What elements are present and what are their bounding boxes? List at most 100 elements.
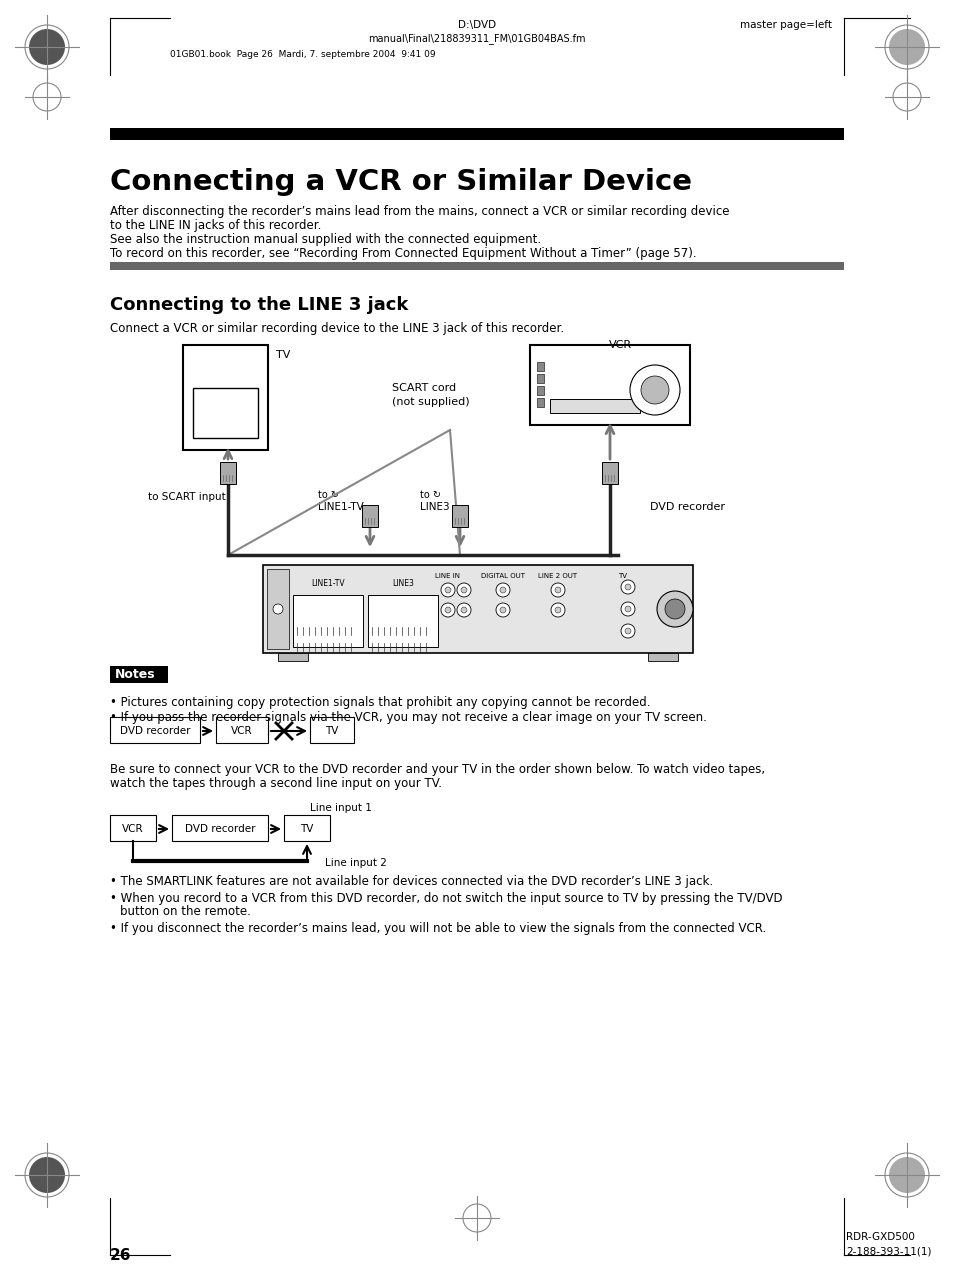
Text: button on the remote.: button on the remote. (120, 905, 251, 919)
Bar (537, 374, 543, 383)
Circle shape (29, 1157, 65, 1194)
Bar (537, 362, 543, 371)
Bar (172, 815, 268, 841)
Text: • If you pass the recorder signals via the VCR, you may not receive a clear imag: • If you pass the recorder signals via t… (110, 711, 706, 723)
Bar (277, 653, 308, 661)
Circle shape (456, 583, 471, 597)
Circle shape (444, 587, 451, 593)
Bar (537, 398, 543, 407)
Circle shape (620, 602, 635, 616)
Bar (220, 462, 235, 484)
Bar (647, 653, 678, 661)
Text: TV: TV (618, 573, 627, 579)
Bar (537, 386, 543, 395)
Text: Connecting a VCR or Similar Device: Connecting a VCR or Similar Device (110, 169, 691, 196)
Text: to ↻: to ↻ (317, 490, 338, 500)
Bar (110, 262, 843, 270)
Text: Line input 1: Line input 1 (310, 803, 372, 813)
Text: DIGITAL OUT: DIGITAL OUT (480, 573, 524, 579)
Bar (452, 506, 468, 527)
Bar (310, 717, 354, 742)
Text: VCR: VCR (608, 340, 631, 350)
Bar (601, 462, 618, 484)
Text: • The SMARTLINK features are not available for devices connected via the DVD rec: • The SMARTLINK features are not availab… (110, 875, 713, 888)
Text: master page=left: master page=left (740, 20, 831, 30)
Circle shape (620, 625, 635, 639)
Bar (284, 815, 330, 841)
Text: SCART cord: SCART cord (392, 383, 456, 393)
Bar (183, 345, 268, 450)
Circle shape (273, 604, 283, 614)
Text: D:\DVD: D:\DVD (457, 20, 496, 30)
Text: Be sure to connect your VCR to the DVD recorder and your TV in the order shown b: Be sure to connect your VCR to the DVD r… (110, 763, 764, 775)
Circle shape (624, 606, 630, 612)
Text: 2-188-393-11(1): 2-188-393-11(1) (845, 1245, 930, 1256)
Circle shape (444, 607, 451, 613)
Text: manual\Final\218839311_FM\01GB04BAS.fm: manual\Final\218839311_FM\01GB04BAS.fm (368, 33, 585, 44)
Bar (110, 717, 200, 742)
Text: 01GB01.book  Page 26  Mardi, 7. septembre 2004  9:41 09: 01GB01.book Page 26 Mardi, 7. septembre … (170, 49, 436, 60)
Text: TV: TV (325, 726, 338, 736)
Circle shape (888, 29, 924, 65)
Text: DVD recorder: DVD recorder (649, 502, 724, 512)
Bar (361, 506, 377, 527)
Bar (110, 815, 156, 841)
Circle shape (460, 587, 467, 593)
Text: VCR: VCR (122, 824, 144, 834)
Bar (550, 399, 639, 413)
Text: VCR: VCR (231, 726, 253, 736)
Text: to SCART input: to SCART input (148, 492, 226, 502)
Text: LINE1-TV: LINE1-TV (311, 579, 344, 588)
Text: LINE3: LINE3 (419, 502, 449, 512)
Bar (293, 595, 363, 647)
Circle shape (629, 365, 679, 416)
Text: TV: TV (300, 824, 314, 834)
Text: Line input 2: Line input 2 (325, 858, 387, 868)
Text: to ↻: to ↻ (419, 490, 440, 500)
Circle shape (551, 583, 564, 597)
Bar (110, 666, 168, 683)
Text: LINE 2 OUT: LINE 2 OUT (537, 573, 577, 579)
Text: LINE IN: LINE IN (435, 573, 460, 579)
Circle shape (555, 607, 560, 613)
Bar (193, 388, 257, 438)
Circle shape (496, 583, 510, 597)
Text: DVD recorder: DVD recorder (120, 726, 190, 736)
Circle shape (555, 587, 560, 593)
Text: LINE3: LINE3 (392, 579, 414, 588)
Bar (263, 565, 692, 653)
Text: To record on this recorder, see “Recording From Connected Equipment Without a Ti: To record on this recorder, see “Recordi… (110, 247, 696, 260)
Text: Connect a VCR or similar recording device to the LINE 3 jack of this recorder.: Connect a VCR or similar recording devic… (110, 322, 563, 334)
Text: to the LINE IN jacks of this recorder.: to the LINE IN jacks of this recorder. (110, 219, 321, 232)
Text: After disconnecting the recorder’s mains lead from the mains, connect a VCR or s: After disconnecting the recorder’s mains… (110, 205, 729, 218)
Circle shape (440, 583, 455, 597)
Circle shape (624, 628, 630, 634)
Text: (not supplied): (not supplied) (392, 397, 469, 407)
Text: • Pictures containing copy protection signals that prohibit any copying cannot b: • Pictures containing copy protection si… (110, 696, 650, 710)
Text: RDR-GXD500: RDR-GXD500 (845, 1232, 914, 1242)
Circle shape (499, 587, 505, 593)
Circle shape (664, 599, 684, 620)
Circle shape (496, 603, 510, 617)
Circle shape (640, 376, 668, 404)
Circle shape (440, 603, 455, 617)
Text: watch the tapes through a second line input on your TV.: watch the tapes through a second line in… (110, 777, 441, 791)
Text: • If you disconnect the recorder’s mains lead, you will not be able to view the : • If you disconnect the recorder’s mains… (110, 922, 765, 935)
Circle shape (657, 590, 692, 627)
Circle shape (29, 29, 65, 65)
Text: Connecting to the LINE 3 jack: Connecting to the LINE 3 jack (110, 296, 408, 314)
Bar (110, 128, 843, 139)
Circle shape (624, 584, 630, 590)
Bar (368, 595, 437, 647)
Text: DVD recorder: DVD recorder (185, 824, 255, 834)
Text: 26: 26 (110, 1248, 132, 1263)
Text: • When you record to a VCR from this DVD recorder, do not switch the input sourc: • When you record to a VCR from this DVD… (110, 892, 781, 905)
Text: Notes: Notes (115, 668, 155, 680)
Text: TV: TV (275, 350, 290, 360)
Bar (530, 345, 689, 424)
Circle shape (888, 1157, 924, 1194)
Text: LINE1-TV: LINE1-TV (317, 502, 363, 512)
Circle shape (456, 603, 471, 617)
Text: See also the instruction manual supplied with the connected equipment.: See also the instruction manual supplied… (110, 233, 540, 246)
Circle shape (620, 580, 635, 594)
